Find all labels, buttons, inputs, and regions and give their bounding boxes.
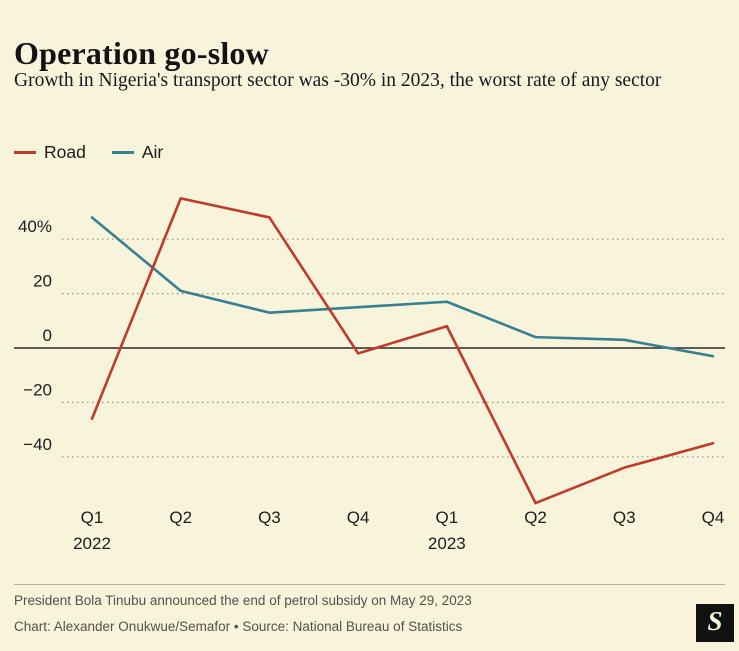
chart-subtitle: Growth in Nigeria's transport sector was… [14,70,662,91]
legend-item-air: Air [111,142,164,163]
road-line [90,197,715,505]
semafor-logo: S [696,604,734,642]
page-title: Operation go-slow [14,35,269,72]
y-tick-label: −40 [23,435,52,454]
x-tick-year-label: 2022 [73,534,111,553]
legend-item-road: Road [14,142,86,163]
air-line [90,216,715,358]
chart-area: 40% 20 0 −20 −40 Q1 2022 Q2 Q3 Q4 Q1 2023 Q2 Q3 Q4 [0,172,739,570]
x-tick-label: Q1 [81,508,104,527]
footer-divider [14,584,725,585]
legend-label-air: Air [141,142,164,162]
footer-annotation: President Bola Tinubu announced the end … [14,593,472,608]
semafor-logo-letter: S [707,605,723,636]
road-swatch-icon [14,150,36,155]
x-tick-label: Q4 [702,508,725,527]
y-tick-label: 0 [43,326,52,345]
x-tick-label: Q2 [524,508,547,527]
x-tick-label: Q3 [613,508,636,527]
line-chart: 40% 20 0 −20 −40 Q1 2022 Q2 Q3 Q4 Q1 2023 Q2 Q3 Q4 [14,197,725,553]
y-tick-label: 20 [33,272,52,291]
x-tick-label: Q1 [435,508,458,527]
legend-label-road: Road [44,142,86,162]
y-tick-label: −20 [23,380,52,399]
y-tick-label: 40% [18,217,52,236]
x-tick-label: Q3 [258,508,281,527]
footer-credit: Chart: Alexander Onukwue/Semafor • Sourc… [14,619,463,634]
air-swatch-icon [111,150,134,155]
chart-legend: Road Air [14,142,163,163]
x-tick-label: Q2 [169,508,192,527]
x-tick-year-label: 2023 [428,534,466,553]
x-tick-label: Q4 [347,508,370,527]
